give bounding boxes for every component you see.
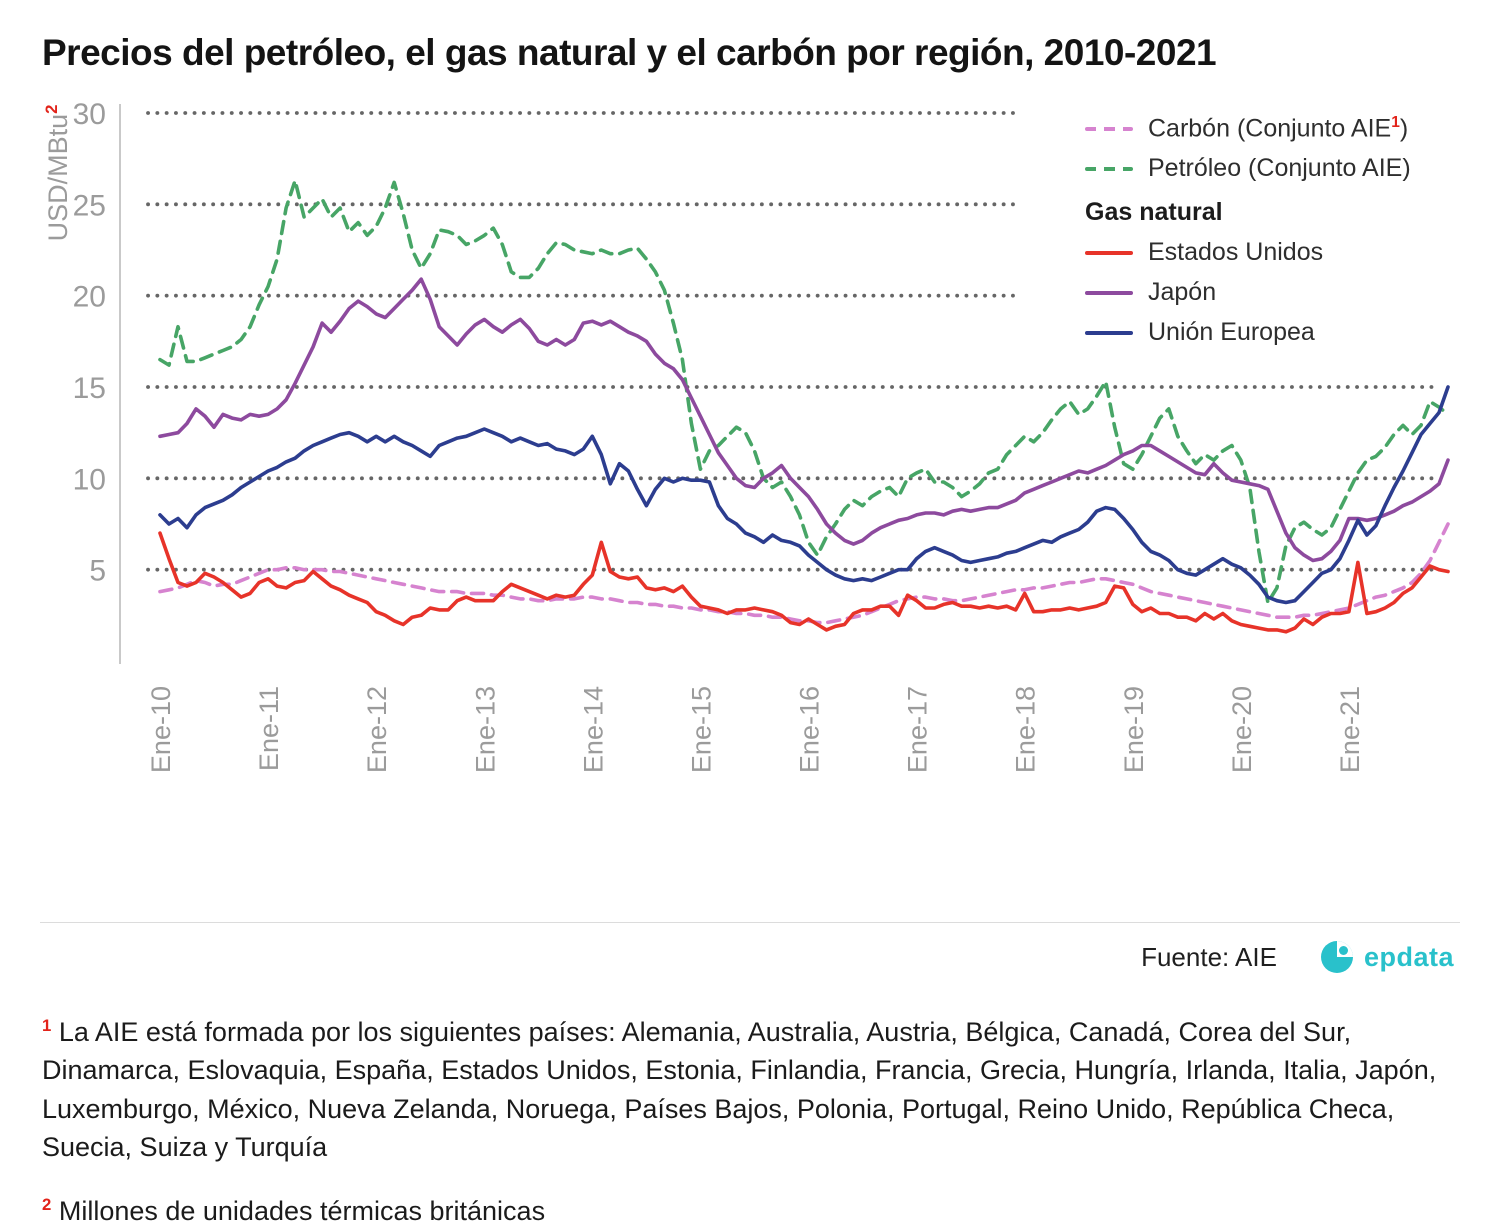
source-row: Fuente: AIE epdata	[40, 922, 1460, 987]
svg-text:Ene-20: Ene-20	[1227, 686, 1257, 773]
svg-text:Ene-18: Ene-18	[1011, 686, 1041, 773]
svg-text:Ene-12: Ene-12	[362, 686, 392, 773]
svg-text:Ene-11: Ene-11	[254, 686, 284, 771]
legend-gas-header: Gas natural	[1085, 198, 1223, 227]
svg-text:20: 20	[73, 281, 106, 314]
page-title: Precios del petróleo, el gas natural y e…	[42, 32, 1217, 73]
svg-text:Ene-15: Ene-15	[686, 686, 716, 773]
chart-area: USD/MBtu2 5 10 15 20 25 30 Ene-10 Ene-11 Ene-12 E…	[0, 78, 1500, 870]
footnote-1-text: La AIE está formada por los siguientes p…	[42, 1017, 1437, 1162]
svg-text:25: 25	[73, 189, 106, 222]
legend-label-union-europea: Unión Europea	[1148, 318, 1315, 347]
legend-item-petroleo: Petróleo (Conjunto AIE)	[1085, 154, 1411, 183]
svg-text:10: 10	[73, 463, 106, 496]
footnote-1: 1 La AIE está formada por los siguientes…	[42, 1013, 1455, 1166]
chart-legend: Carbón (Conjunto AIE1) Petróleo (Conjunt…	[1085, 114, 1411, 347]
epdata-logo: epdata	[1319, 939, 1454, 975]
footnotes: 1 La AIE está formada por los siguientes…	[42, 1013, 1455, 1231]
footnote-2-marker: 2	[42, 1195, 52, 1215]
legend-item-carbon: Carbón (Conjunto AIE1)	[1085, 114, 1411, 143]
petroleo-line-swatch	[1085, 166, 1133, 171]
epdata-icon	[1320, 941, 1353, 973]
svg-text:Ene-21: Ene-21	[1335, 686, 1365, 773]
svg-text:Ene-16: Ene-16	[795, 686, 825, 773]
price-chart-svg: 5 10 15 20 25 30 Ene-10 Ene-11 Ene-12 Ene-13 Ene-1…	[73, 98, 1450, 773]
svg-text:5: 5	[89, 555, 106, 588]
svg-text:Ene-13: Ene-13	[470, 686, 500, 773]
svg-text:Ene-19: Ene-19	[1119, 686, 1149, 773]
footnote-2: 2 Millones de unidades térmicas británic…	[42, 1192, 1455, 1230]
epdata-brand-text: epdata	[1363, 941, 1454, 972]
source-label: Fuente: AIE	[1141, 941, 1277, 972]
japon-line-swatch	[1085, 290, 1133, 295]
svg-text:Ene-10: Ene-10	[146, 686, 176, 773]
union-europea-line-swatch	[1085, 330, 1133, 335]
legend-label-japon: Japón	[1148, 278, 1217, 307]
estados-unidos-line-swatch	[1085, 250, 1133, 255]
carbon-line-swatch	[1085, 126, 1133, 131]
svg-text:Ene-17: Ene-17	[903, 686, 933, 773]
svg-text:Ene-14: Ene-14	[578, 686, 608, 773]
legend-label-petroleo: Petróleo (Conjunto AIE)	[1148, 154, 1411, 183]
footnote-2-text: Millones de unidades térmicas británicas	[58, 1196, 546, 1227]
footnote-1-marker: 1	[42, 1016, 52, 1035]
legend-item-japon: Japón	[1085, 278, 1411, 307]
legend-label-carbon: Carbón (Conjunto AIE1)	[1148, 114, 1409, 143]
legend-item-union-europea: Unión Europea	[1085, 318, 1411, 347]
legend-label-estados-unidos: Estados Unidos	[1148, 238, 1324, 267]
svg-text:15: 15	[73, 372, 106, 405]
svg-text:30: 30	[73, 98, 106, 131]
legend-item-estados-unidos: Estados Unidos	[1085, 238, 1411, 267]
